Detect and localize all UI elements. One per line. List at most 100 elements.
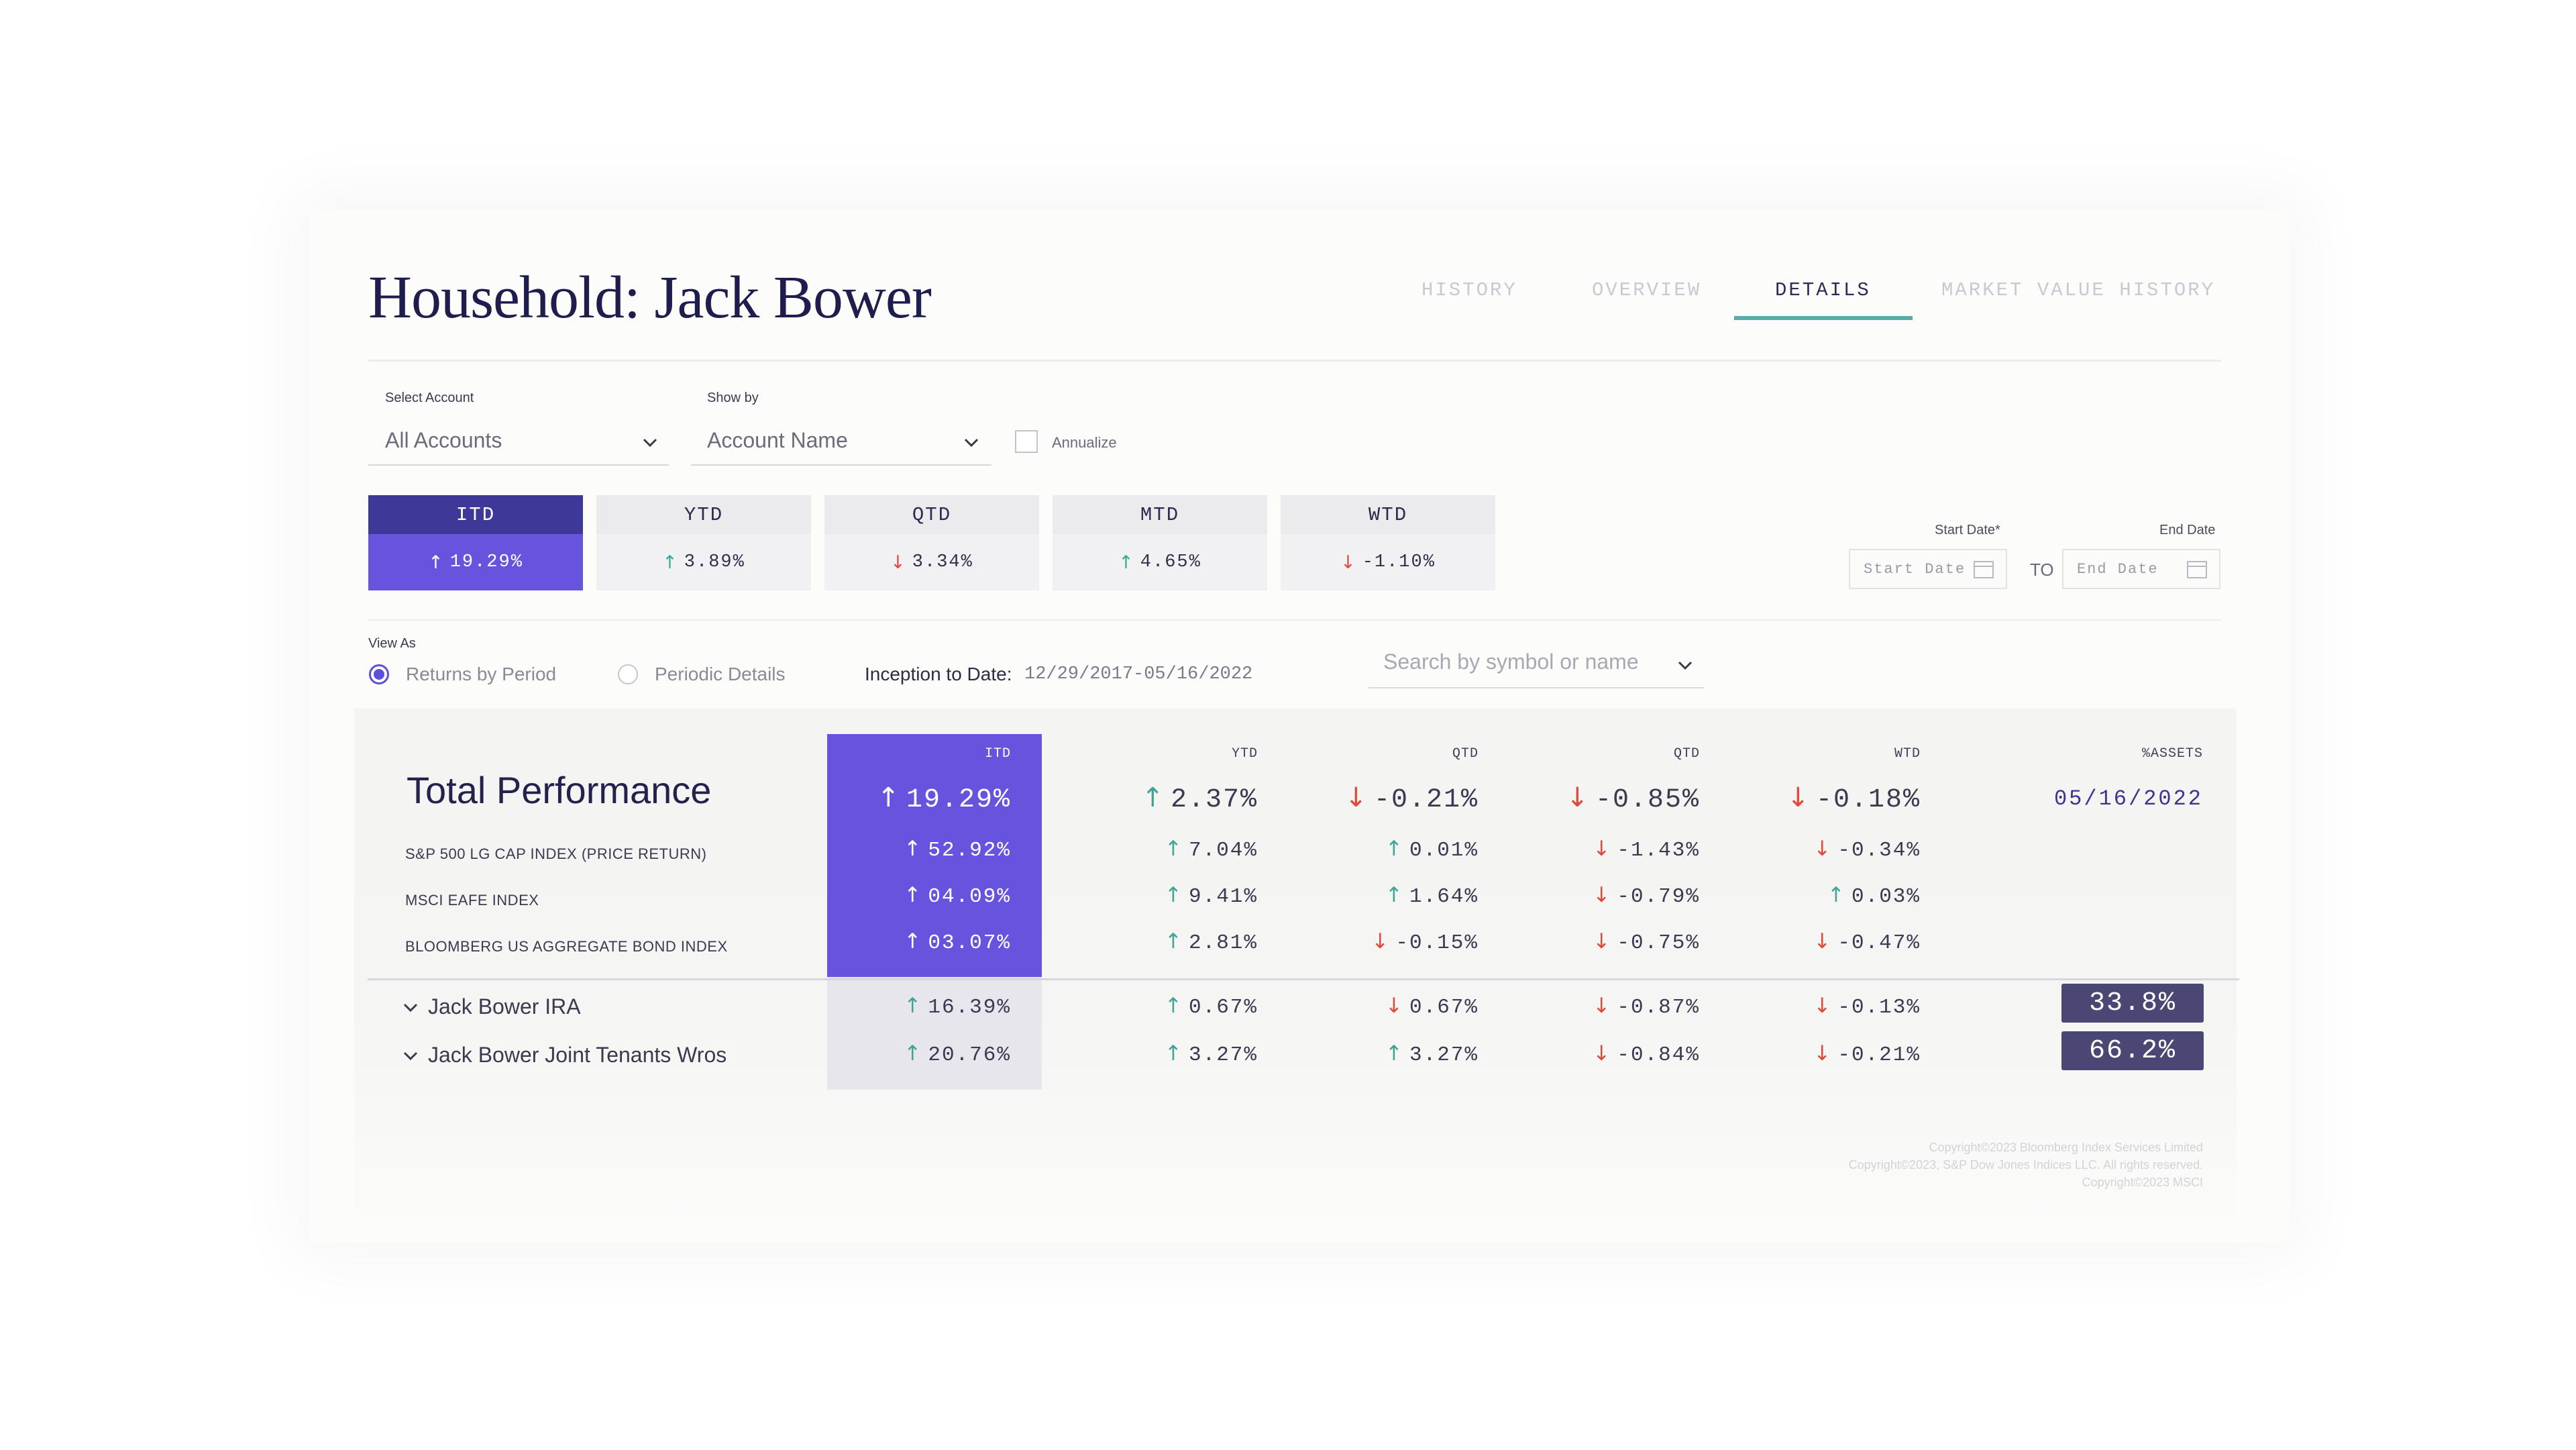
index-row-sp500-cell-2: ↑ 0.01%	[1385, 837, 1479, 862]
period-tab-itd[interactable]: ITD ↑ 19.29%	[368, 495, 583, 590]
chevron-down-icon	[643, 438, 657, 448]
account-row-joint-tenants-cell-0: ↑ 20.76%	[904, 1041, 1011, 1067]
total-performance-label: Total Performance	[407, 769, 712, 811]
inception-label: Inception to Date:	[865, 664, 1012, 684]
column-header-qtd-2: QTD	[1673, 746, 1700, 762]
annualize-label: Annualize	[1052, 434, 1117, 451]
cell-value: -0.47%	[1837, 931, 1921, 955]
period-tab-mtd[interactable]: MTD ↑ 4.65%	[1053, 495, 1267, 590]
cell-value: -0.15%	[1395, 931, 1479, 955]
chevron-down-icon[interactable]	[401, 998, 420, 1017]
account-row-ira-cell-2: ↓ 0.67%	[1385, 994, 1479, 1019]
arrow-up-icon: ↑	[904, 1041, 923, 1066]
cell-value: -0.85%	[1595, 785, 1700, 815]
index-row-sp500-cell-4: ↓ -0.34%	[1813, 837, 1921, 862]
search-dropdown[interactable]: Search by symbol or name	[1368, 644, 1704, 688]
select-account-value: All Accounts	[385, 428, 502, 452]
cell-value: -1.43%	[1617, 839, 1700, 862]
cell-value: 19.29%	[906, 785, 1011, 815]
end-date-input[interactable]: End Date	[2062, 549, 2220, 589]
total-row-cell-1: ↑ 2.37%	[1141, 782, 1258, 815]
period-tab-ytd[interactable]: YTD ↑ 3.89%	[596, 495, 811, 590]
cell-value: 04.09%	[928, 885, 1011, 909]
calendar-icon	[2187, 561, 2207, 578]
periodic-details-label[interactable]: Periodic Details	[655, 664, 786, 684]
period-tab-qtd[interactable]: QTD ↓ 3.34%	[824, 495, 1039, 590]
arrow-up-icon: ↑	[1165, 994, 1183, 1018]
start-date-input[interactable]: Start Date	[1849, 549, 2007, 589]
index-row-bloomberg-agg-cell-2: ↓ -0.15%	[1371, 929, 1479, 955]
arrow-down-icon: ↓	[1786, 782, 1811, 813]
account-label-joint-tenants: Jack Bower Joint Tenants Wros	[428, 1043, 727, 1067]
arrow-down-icon: ↓	[890, 552, 907, 573]
index-row-msci-eafe-cell-2: ↑ 1.64%	[1385, 883, 1479, 909]
index-row-msci-eafe-cell-4: ↑ 0.03%	[1827, 883, 1921, 909]
itd-column-accounts-bg	[827, 977, 1042, 1090]
arrow-up-icon: ↑	[904, 837, 923, 861]
periodic-details-radio[interactable]	[618, 664, 638, 684]
tab-overview[interactable]: OVERVIEW	[1592, 279, 1702, 301]
cell-value: -0.34%	[1837, 839, 1921, 862]
returns-by-period-radio[interactable]	[369, 664, 389, 684]
period-tab-value: ↑ 19.29%	[368, 534, 583, 590]
date-range-to-label: TO	[2030, 560, 2054, 580]
tab-market-value-history[interactable]: MARKET VALUE HISTORY	[1941, 279, 2216, 301]
cell-value: 0.03%	[1851, 885, 1921, 909]
page-title: Household: Jack Bower	[368, 264, 932, 331]
period-tab-label: MTD	[1053, 495, 1267, 534]
index-label-msci-eafe: MSCI EAFE INDEX	[405, 892, 539, 909]
select-account-dropdown[interactable]: All Accounts	[368, 424, 669, 466]
show-by-value: Account Name	[707, 428, 848, 452]
copyright-bloomberg: Copyright©2023 Bloomberg Index Services …	[1929, 1141, 2203, 1154]
arrow-up-icon: ↑	[1165, 883, 1183, 907]
chevron-down-icon[interactable]	[401, 1047, 420, 1066]
chevron-down-icon	[1678, 661, 1693, 670]
account-row-ira[interactable]: Jack Bower IRA	[401, 994, 1032, 1021]
assets-badge-joint-tenants: 66.2%	[2061, 1031, 2204, 1070]
arrow-up-icon: ↑	[1141, 782, 1165, 813]
start-date-placeholder: Start Date	[1864, 560, 1966, 578]
arrow-down-icon: ↓	[1371, 929, 1391, 953]
index-label-sp500: S&P 500 LG CAP INDEX (PRICE RETURN)	[405, 845, 707, 862]
table-divider	[368, 978, 2239, 980]
arrow-down-icon: ↓	[1593, 883, 1612, 907]
arrow-up-icon: ↑	[1165, 929, 1183, 953]
period-tab-wtd[interactable]: WTD ↓ -1.10%	[1281, 495, 1495, 590]
arrow-down-icon: ↓	[1813, 837, 1833, 861]
arrow-down-icon: ↓	[1566, 782, 1590, 813]
cell-value: -0.21%	[1373, 785, 1479, 815]
account-row-joint-tenants-cell-2: ↑ 3.27%	[1385, 1041, 1479, 1067]
arrow-up-icon: ↑	[1165, 1041, 1183, 1066]
search-input[interactable]: Search by symbol or name	[1383, 650, 1639, 674]
cell-value: 3.27%	[1188, 1043, 1258, 1067]
show-by-dropdown[interactable]: Account Name	[691, 424, 991, 466]
end-date-label: End Date	[2159, 523, 2216, 537]
returns-by-period-label[interactable]: Returns by Period	[406, 664, 557, 684]
arrow-up-icon: ↑	[1385, 837, 1404, 861]
column-header-itd: ITD	[984, 746, 1011, 762]
account-label-ira: Jack Bower IRA	[428, 994, 581, 1019]
arrow-down-icon: ↓	[1385, 994, 1404, 1018]
arrow-down-icon: ↓	[1593, 1041, 1612, 1066]
tab-details[interactable]: DETAILS	[1775, 279, 1871, 301]
cell-value: 2.81%	[1188, 931, 1258, 955]
index-row-sp500-cell-1: ↑ 7.04%	[1165, 837, 1258, 862]
arrow-up-icon: ↑	[428, 552, 445, 573]
index-row-msci-eafe-cell-0: ↑ 04.09%	[904, 883, 1011, 909]
period-tab-value: ↑ 3.89%	[596, 534, 811, 590]
tab-history[interactable]: HISTORY	[1421, 279, 1517, 301]
index-label-bloomberg-agg: BLOOMBERG US AGGREGATE BOND INDEX	[405, 938, 728, 955]
account-row-joint-tenants[interactable]: Jack Bower Joint Tenants Wros	[401, 1043, 1032, 1070]
annualize-checkbox[interactable]	[1015, 430, 1038, 453]
arrow-down-icon: ↓	[1593, 994, 1612, 1018]
cell-value: -0.18%	[1815, 785, 1921, 815]
cell-value: 0.67%	[1188, 996, 1258, 1019]
account-row-ira-cell-0: ↑ 16.39%	[904, 994, 1011, 1019]
cell-value: 20.76%	[928, 1043, 1011, 1067]
arrow-up-icon: ↑	[1385, 1041, 1404, 1066]
assets-badge-ira: 33.8%	[2061, 984, 2204, 1023]
period-tab-label: YTD	[596, 495, 811, 534]
cell-value: -0.21%	[1837, 1043, 1921, 1067]
index-row-bloomberg-agg-cell-1: ↑ 2.81%	[1165, 929, 1258, 955]
active-tab-indicator	[1734, 316, 1913, 320]
